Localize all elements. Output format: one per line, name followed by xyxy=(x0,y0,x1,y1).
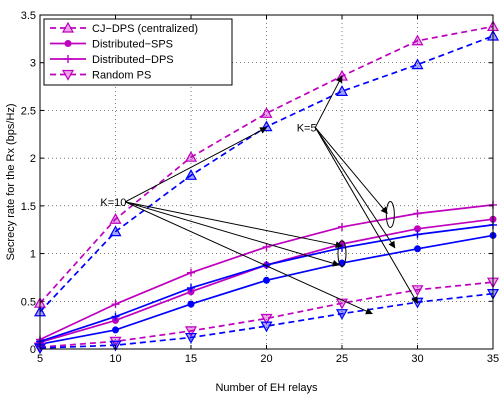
data-point xyxy=(260,321,273,333)
data-point xyxy=(184,332,198,344)
annotation-ellipse xyxy=(385,200,395,228)
data-point xyxy=(111,312,120,321)
annotation-arrow xyxy=(124,127,268,203)
y-tick-label: 2.5 xyxy=(21,105,36,117)
y-tick-label: 1 xyxy=(30,249,36,261)
data-point xyxy=(411,285,424,297)
annotations: K=10 K=5 xyxy=(100,75,418,315)
y-tick-label: 2 xyxy=(30,153,36,165)
data-point xyxy=(414,245,421,253)
data-point xyxy=(260,107,273,118)
annotation-label: K=10 xyxy=(100,197,126,209)
legend-label: CJ−DPS (centralized) xyxy=(92,23,198,35)
annotation-arrow xyxy=(125,201,343,249)
legend-label: Distributed−DPS xyxy=(92,54,174,66)
legend-entry: CJ−DPS (centralized) xyxy=(50,21,198,35)
data-point xyxy=(413,230,422,239)
data-point xyxy=(187,268,195,277)
legend-entry: Random PS xyxy=(50,70,151,82)
data-point xyxy=(187,300,195,308)
data-point xyxy=(109,336,122,348)
annotation-arrow xyxy=(124,201,373,315)
data-point xyxy=(111,300,120,309)
annotation-ellipse xyxy=(337,240,347,268)
y-tick-label: 0 xyxy=(30,344,36,356)
data-point xyxy=(262,242,271,251)
x-tick-label: 35 xyxy=(487,353,499,365)
annotation-arrow xyxy=(314,127,388,215)
annotation-arrow xyxy=(314,127,418,304)
axes: 5 10 15 20 25 30 35 0 0.5 1 1.5 2 2.5 3 3.5 xyxy=(21,10,499,365)
data-point xyxy=(109,212,122,224)
x-axis-title: Number of EH relays xyxy=(215,382,318,394)
data-point xyxy=(184,326,198,338)
x-tick-label: 15 xyxy=(185,353,197,365)
data-point xyxy=(187,283,195,292)
annotation-arrow xyxy=(314,75,343,128)
annotation-label: K=5 xyxy=(297,122,317,134)
data-point xyxy=(184,169,198,180)
legend-label: Random PS xyxy=(92,70,151,82)
legend-marker xyxy=(61,21,75,33)
y-tick-label: 3.5 xyxy=(21,10,36,22)
x-tick-label: 5 xyxy=(37,353,43,365)
legend-label: Distributed−SPS xyxy=(92,39,173,51)
legend-entry: Distributed−DPS xyxy=(50,54,174,66)
x-tick-label: 30 xyxy=(411,353,423,365)
data-point xyxy=(411,34,424,46)
data-point xyxy=(411,58,424,70)
y-axis-title: Secrecy rate for the Rx (bps/Hz) xyxy=(5,103,17,260)
series-line xyxy=(39,25,494,304)
legend-marker xyxy=(64,55,72,63)
y-tick-label: 1.5 xyxy=(21,201,36,213)
data-point xyxy=(338,222,346,231)
data-point xyxy=(184,150,198,162)
series-line xyxy=(39,35,494,313)
data-point xyxy=(112,326,119,334)
data-point xyxy=(260,313,273,325)
x-tick-label: 25 xyxy=(336,353,348,365)
y-tick-label: 3 xyxy=(30,58,36,70)
data-point xyxy=(335,309,349,320)
legend: CJ−DPS (centralized) Distributed−SPS Distr… xyxy=(43,18,233,86)
annotation-arrow xyxy=(314,127,396,249)
annotation-arrow xyxy=(125,201,340,267)
data-point xyxy=(109,225,122,237)
x-tick-label: 10 xyxy=(109,353,121,365)
legend-entry: Distributed−SPS xyxy=(50,39,173,51)
data-point xyxy=(263,276,270,284)
legend-marker xyxy=(64,40,72,47)
data-point xyxy=(413,209,422,218)
x-tick-label: 20 xyxy=(260,353,272,365)
legend-marker xyxy=(61,69,75,81)
y-tick-label: 0.5 xyxy=(21,296,36,308)
data-point xyxy=(335,85,349,96)
